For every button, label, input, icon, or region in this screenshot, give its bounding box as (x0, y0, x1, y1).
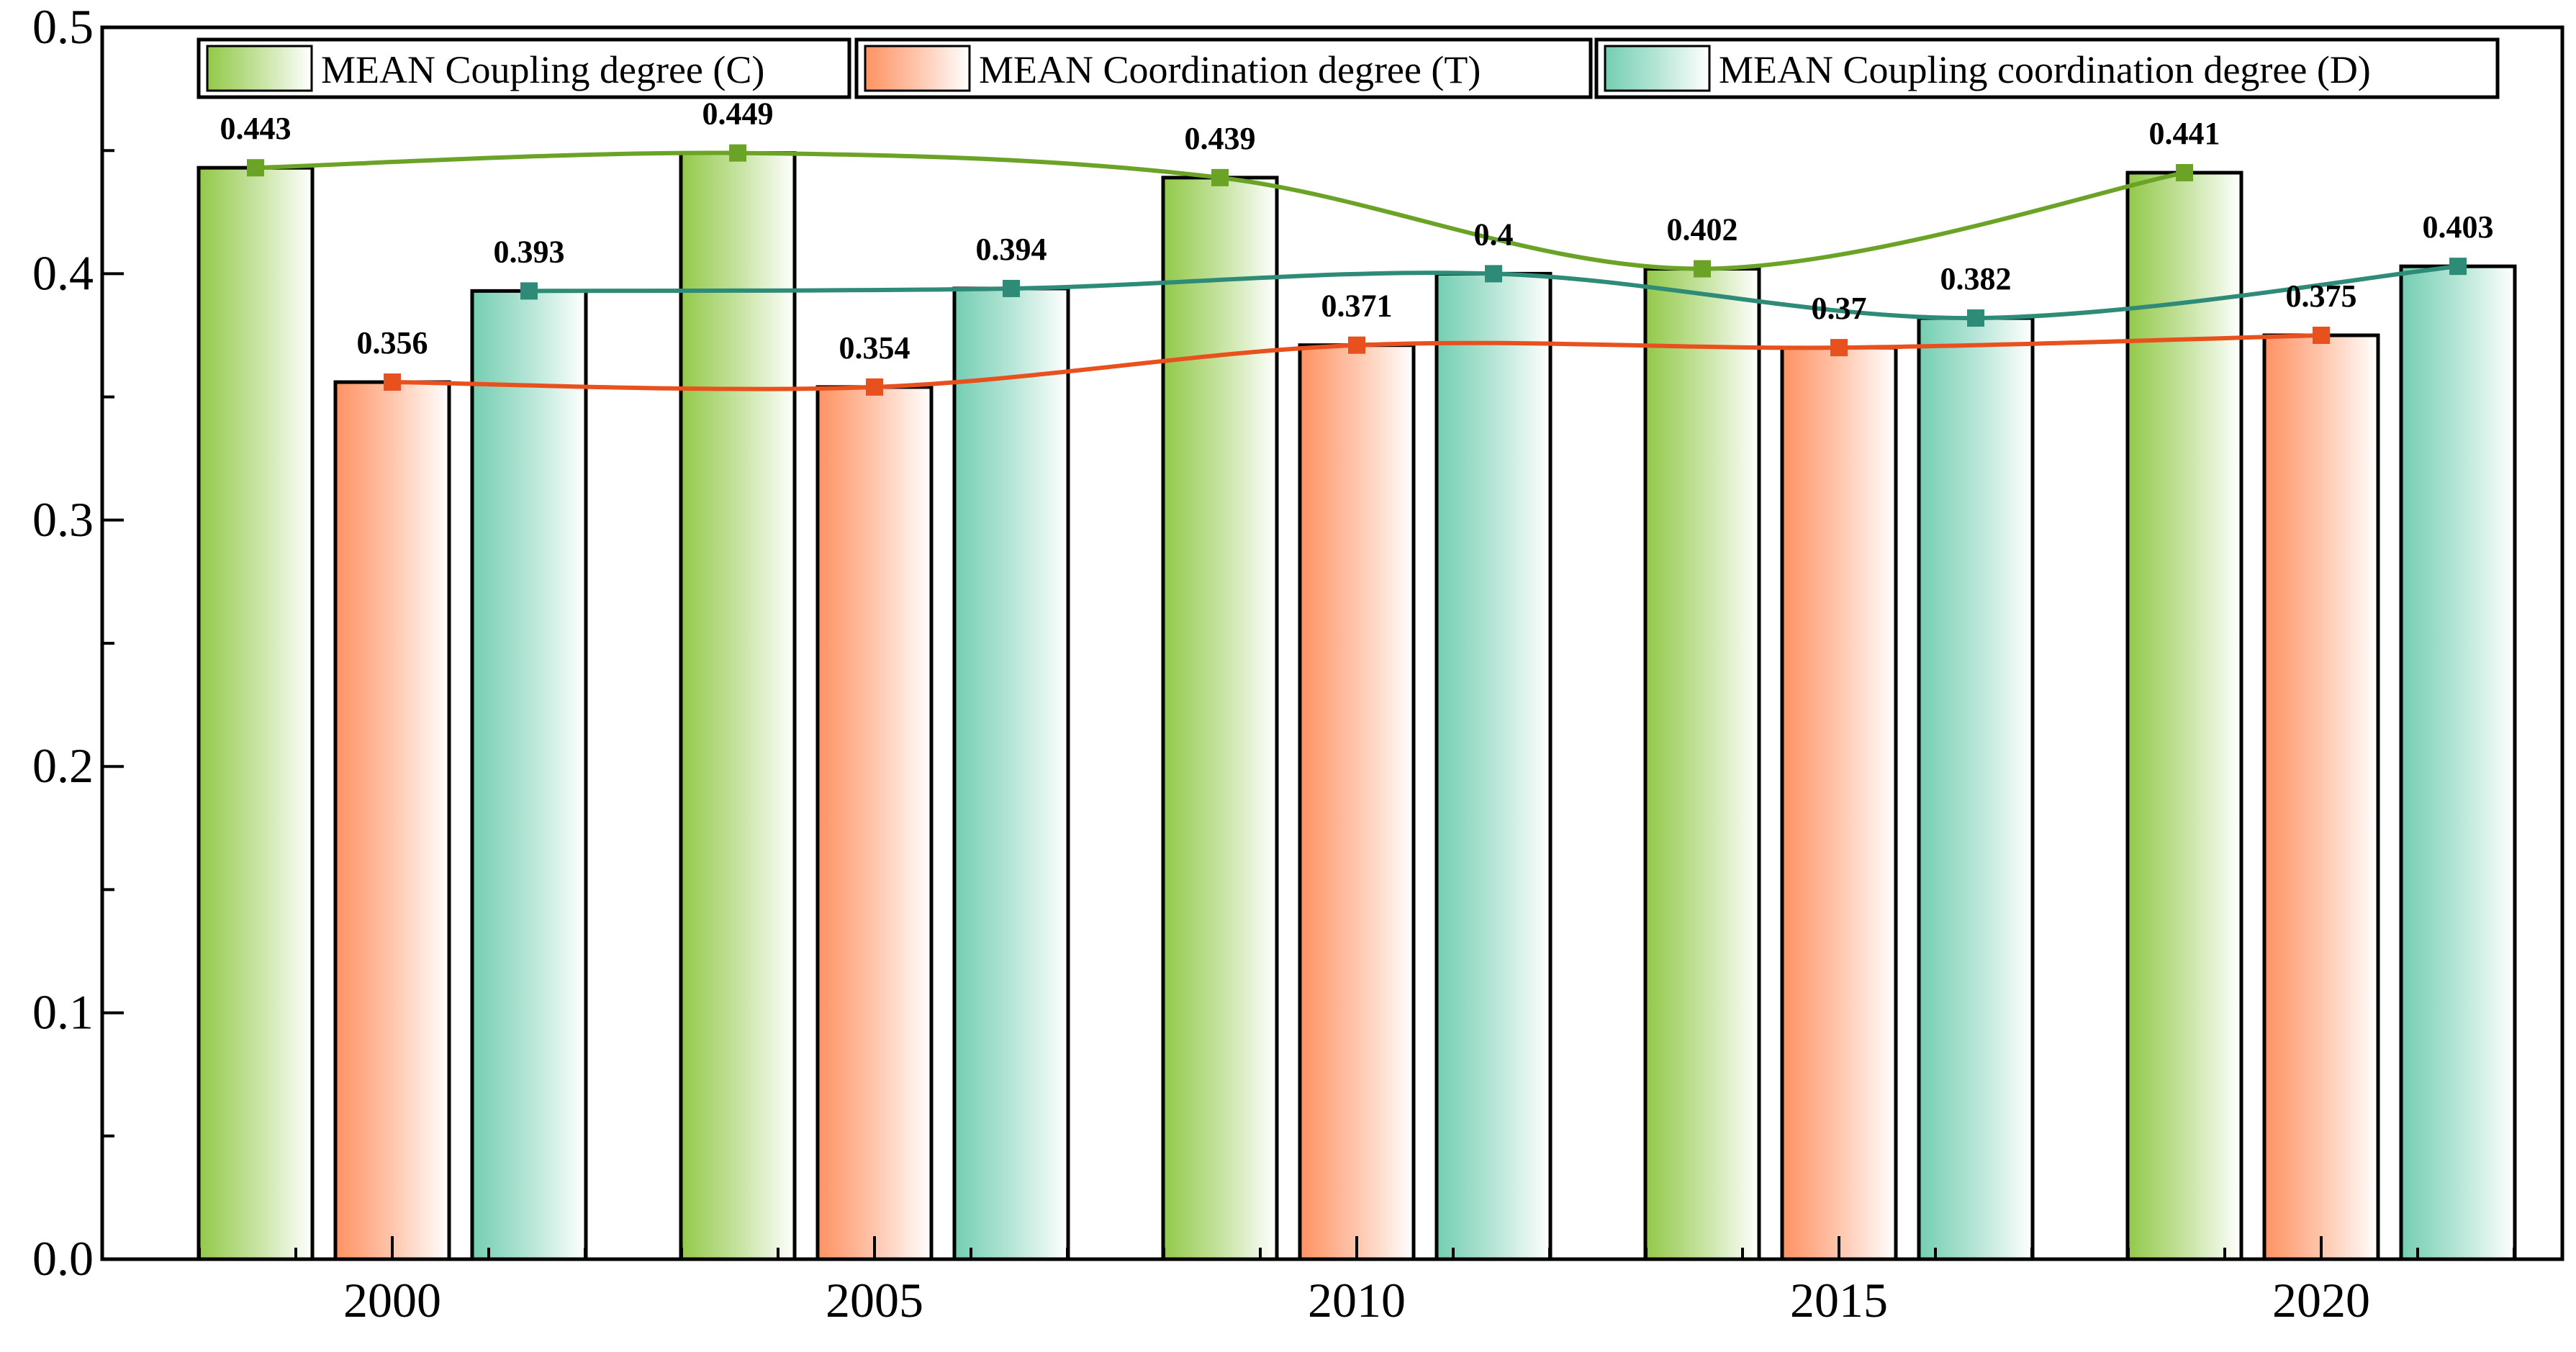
bar-s2-c0 (470, 289, 588, 1261)
lines-layer (247, 144, 2467, 396)
bar-s2-c3 (1917, 316, 2035, 1261)
data-label-s2-c3: 0.382 (1940, 261, 2012, 296)
series-marker-s1-c3 (1830, 339, 1848, 357)
data-label-s0-c3: 0.402 (1667, 212, 1738, 248)
series-marker-s0-c2 (1211, 168, 1229, 186)
y-tick-label-0: 0.0 (32, 1231, 94, 1286)
y-tick-label-4: 0.4 (32, 245, 94, 300)
legend-label-1: MEAN Coordination degree (T) (979, 48, 1481, 91)
data-labels-layer: 0.443 0.356 0.393 0.449 0.354 0.394 0.439 0.371… (220, 96, 2494, 366)
data-label-s2-c0: 0.393 (494, 234, 565, 269)
series-marker-s2-c2 (1485, 265, 1502, 283)
series-marker-s0-c0 (247, 159, 264, 177)
data-label-s0-c4: 0.441 (2149, 116, 2220, 151)
legend-label-2: MEAN Coupling coordination degree (D) (1719, 48, 2371, 91)
x-tick-label-1: 2005 (826, 1273, 923, 1328)
series-marker-s2-c1 (1003, 279, 1020, 297)
data-label-s2-c1: 0.394 (976, 232, 1047, 267)
bar-s1-c4 (2262, 333, 2380, 1261)
legend-swatch-1 (864, 45, 971, 92)
data-label-s2-c4: 0.403 (2423, 209, 2494, 245)
data-label-s0-c2: 0.439 (1185, 121, 1256, 156)
x-tick-label-4: 2020 (2272, 1273, 2370, 1328)
bar-s2-c4 (2399, 264, 2517, 1261)
legend: MEAN Coupling degree (C) MEAN Coordinatio… (196, 37, 2500, 99)
bar-s0-c4 (2125, 171, 2243, 1261)
series-marker-s2-c4 (2449, 258, 2467, 276)
data-label-s2-c2: 0.4 (1474, 217, 1514, 252)
data-label-s0-c0: 0.443 (220, 111, 292, 146)
legend-entry-box-2 (1594, 37, 2500, 99)
bar-s0-c2 (1161, 176, 1279, 1261)
bar-s1-c1 (815, 385, 934, 1261)
axes-layer: 0.0 0.1 0.2 0.3 0.4 0.5 2000 2005 2010 2015 2020 (32, 0, 2516, 1328)
series-marker-s1-c2 (1348, 336, 1365, 354)
bar-s2-c2 (1434, 271, 1553, 1261)
data-label-s1-c0: 0.356 (357, 325, 428, 360)
data-label-s0-c1: 0.449 (702, 96, 774, 132)
bar-s0-c1 (679, 151, 797, 1261)
data-label-s1-c4: 0.375 (2286, 278, 2357, 314)
bar-s1-c2 (1298, 343, 1416, 1261)
bars-layer (196, 151, 2517, 1261)
bar-s1-c0 (333, 380, 451, 1261)
y-tick-label-2: 0.2 (32, 738, 94, 793)
x-tick-label-3: 2015 (1790, 1273, 1888, 1328)
series-marker-s1-c0 (384, 373, 401, 391)
series-marker-s2-c3 (1967, 309, 1984, 327)
series-marker-s2-c0 (520, 282, 538, 300)
x-tick-label-2: 2010 (1308, 1273, 1406, 1328)
x-tick-label-0: 2000 (343, 1273, 441, 1328)
y-tick-label-1: 0.1 (32, 985, 94, 1040)
data-label-s1-c1: 0.354 (839, 330, 910, 366)
series-marker-s1-c1 (866, 378, 883, 396)
legend-label-0: MEAN Coupling degree (C) (321, 48, 764, 91)
y-tick-label-5: 0.5 (32, 0, 94, 54)
bar-s0-c3 (1643, 267, 1761, 1261)
bar-s0-c0 (196, 165, 315, 1261)
bar-s2-c1 (952, 286, 1070, 1261)
series-marker-s1-c4 (2313, 327, 2330, 344)
y-tick-label-3: 0.3 (32, 492, 94, 547)
series-marker-s0-c1 (729, 144, 746, 162)
legend-swatch-0 (206, 45, 313, 92)
data-label-s1-c2: 0.371 (1321, 289, 1393, 324)
legend-swatch-2 (1604, 45, 1711, 92)
bar-s1-c3 (1780, 345, 1898, 1261)
series-marker-s0-c4 (2176, 164, 2193, 182)
series-marker-s0-c3 (1694, 260, 1711, 278)
data-label-s1-c3: 0.37 (1812, 291, 1867, 326)
legend-entry-box-1 (854, 37, 1593, 99)
